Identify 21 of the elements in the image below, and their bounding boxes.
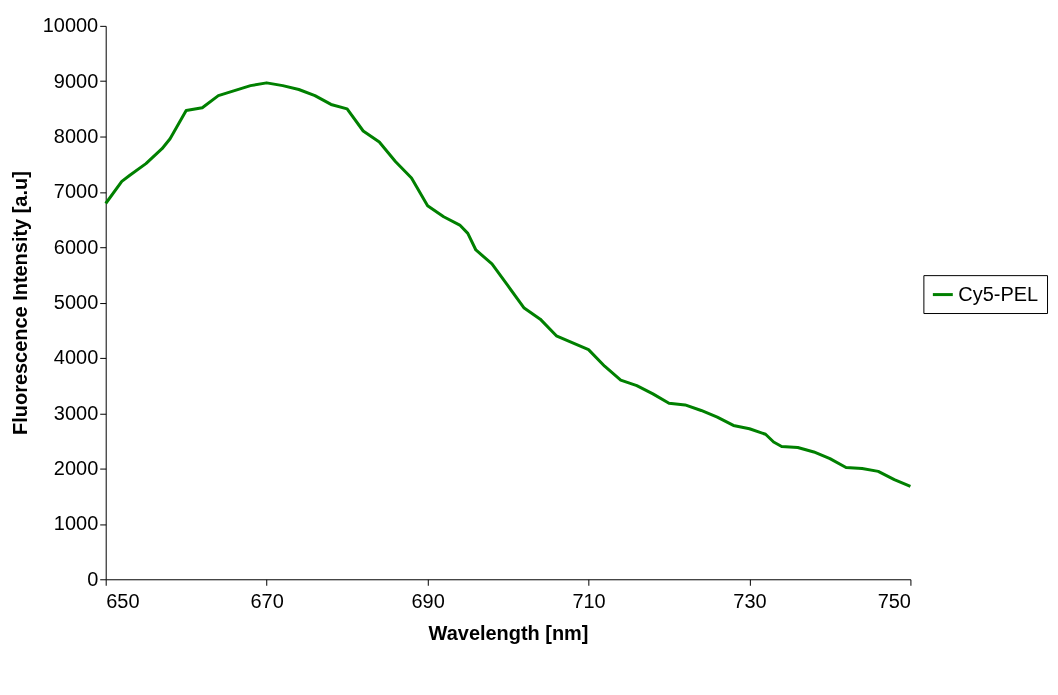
y-axis-title: Fluorescence Intensity [a.u] bbox=[8, 171, 31, 435]
x-tick-label: 750 bbox=[877, 589, 911, 612]
y-tick-label: 1000 bbox=[53, 512, 99, 535]
y-tick-label: 0 bbox=[87, 567, 99, 590]
x-tick-label: 730 bbox=[733, 589, 767, 612]
legend-label: Cy5-PEL bbox=[958, 282, 1039, 305]
y-tick-label: 9000 bbox=[53, 69, 99, 92]
x-tick-label: 690 bbox=[411, 589, 445, 612]
x-tick-label: 670 bbox=[250, 589, 284, 612]
y-tick-label: 3000 bbox=[53, 401, 99, 424]
y-tick-label: 7000 bbox=[53, 180, 99, 203]
y-tick-label: 4000 bbox=[53, 346, 99, 369]
x-tick-label: 710 bbox=[572, 589, 606, 612]
y-tick-label: 10000 bbox=[42, 14, 99, 37]
y-tick-label: 8000 bbox=[53, 125, 99, 148]
line-series bbox=[104, 81, 912, 488]
y-tick-label: 2000 bbox=[53, 457, 99, 480]
y-tick-label: 6000 bbox=[53, 235, 99, 258]
x-axis-title: Wavelength [nm] bbox=[428, 621, 589, 644]
x-tick-label: 650 bbox=[106, 589, 140, 612]
y-tick-label: 5000 bbox=[53, 291, 99, 314]
